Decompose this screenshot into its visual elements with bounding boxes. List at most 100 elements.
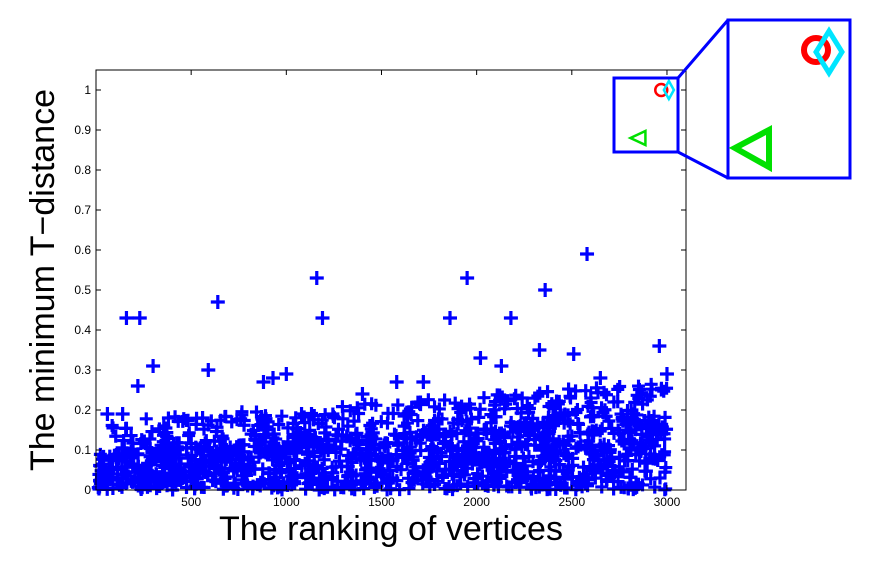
data-point bbox=[438, 462, 452, 476]
data-point bbox=[639, 464, 653, 478]
data-point bbox=[143, 442, 157, 456]
data-point bbox=[352, 438, 366, 452]
data-point bbox=[350, 401, 364, 415]
data-point bbox=[355, 387, 370, 401]
data-point bbox=[119, 311, 134, 325]
data-point bbox=[450, 451, 464, 465]
data-point bbox=[130, 379, 145, 393]
data-point bbox=[498, 431, 512, 445]
data-point bbox=[253, 446, 267, 460]
data-point bbox=[453, 470, 467, 484]
data-point bbox=[256, 375, 271, 389]
y-tick-label: 0.7 bbox=[74, 203, 91, 217]
data-point bbox=[397, 419, 411, 433]
data-point bbox=[561, 429, 575, 443]
data-point bbox=[593, 371, 608, 385]
data-point bbox=[357, 475, 371, 489]
data-point bbox=[99, 462, 113, 476]
data-point bbox=[337, 481, 351, 495]
data-point bbox=[464, 401, 478, 415]
data-point bbox=[209, 425, 223, 439]
data-point bbox=[335, 400, 349, 414]
data-point bbox=[285, 478, 299, 492]
data-point bbox=[475, 469, 489, 483]
data-point bbox=[279, 367, 294, 381]
data-point bbox=[331, 474, 345, 488]
data-point bbox=[389, 428, 403, 442]
data-point bbox=[562, 382, 576, 396]
data-point bbox=[425, 419, 439, 433]
data-point bbox=[315, 311, 330, 325]
data-point bbox=[631, 442, 645, 456]
data-point bbox=[369, 398, 383, 412]
data-point bbox=[294, 407, 309, 421]
data-point bbox=[607, 395, 621, 409]
data-point bbox=[479, 422, 493, 436]
data-point bbox=[258, 409, 272, 423]
data-point bbox=[320, 480, 334, 494]
data-point bbox=[542, 463, 556, 477]
data-point bbox=[369, 476, 383, 490]
data-point bbox=[109, 429, 123, 443]
data-point bbox=[561, 463, 575, 477]
data-point bbox=[580, 467, 594, 481]
data-point bbox=[597, 385, 611, 399]
data-point bbox=[319, 420, 333, 434]
data-point bbox=[214, 465, 228, 479]
data-point bbox=[126, 436, 140, 450]
data-point bbox=[421, 393, 435, 407]
y-tick-label: 0.3 bbox=[74, 363, 91, 377]
y-tick-label: 0 bbox=[84, 483, 91, 497]
y-tick-label: 0.6 bbox=[74, 243, 91, 257]
data-point bbox=[321, 432, 335, 446]
data-point bbox=[602, 439, 616, 453]
data-point bbox=[422, 462, 436, 476]
data-point bbox=[556, 437, 570, 451]
data-point bbox=[131, 447, 145, 461]
data-point bbox=[621, 447, 635, 461]
data-point bbox=[261, 415, 275, 429]
y-tick-label: 0.9 bbox=[74, 123, 91, 137]
data-point bbox=[100, 407, 115, 421]
circle-marker bbox=[654, 82, 669, 98]
data-point bbox=[487, 410, 501, 424]
data-point bbox=[195, 411, 210, 425]
triangle-marker bbox=[627, 129, 647, 147]
data-point bbox=[611, 382, 625, 396]
data-point bbox=[266, 371, 280, 385]
data-point bbox=[210, 295, 225, 309]
data-point bbox=[487, 444, 501, 458]
data-point bbox=[154, 438, 168, 452]
data-point bbox=[328, 440, 342, 454]
data-point bbox=[621, 482, 635, 496]
data-point bbox=[457, 455, 471, 469]
y-tick-label: 0.1 bbox=[74, 443, 91, 457]
data-point bbox=[606, 459, 620, 473]
data-point bbox=[206, 474, 220, 488]
data-point bbox=[404, 444, 418, 458]
data-point bbox=[436, 470, 450, 484]
data-point bbox=[174, 474, 188, 488]
data-point bbox=[184, 436, 198, 450]
data-point bbox=[384, 452, 398, 466]
data-point bbox=[644, 377, 658, 391]
data-point bbox=[375, 454, 389, 468]
data-point bbox=[389, 375, 404, 389]
data-point bbox=[522, 401, 536, 415]
data-point bbox=[632, 382, 646, 396]
data-point bbox=[526, 471, 540, 485]
data-point bbox=[589, 381, 603, 395]
data-point bbox=[503, 311, 518, 325]
data-point bbox=[445, 429, 459, 443]
data-point bbox=[343, 404, 357, 418]
data-point bbox=[127, 460, 141, 474]
y-tick-label: 0.4 bbox=[74, 323, 91, 337]
data-point bbox=[270, 450, 284, 464]
data-point bbox=[262, 473, 276, 487]
data-point bbox=[182, 460, 196, 474]
data-point bbox=[584, 391, 598, 405]
data-point bbox=[658, 410, 672, 424]
data-point bbox=[97, 449, 111, 463]
data-point bbox=[512, 470, 526, 484]
